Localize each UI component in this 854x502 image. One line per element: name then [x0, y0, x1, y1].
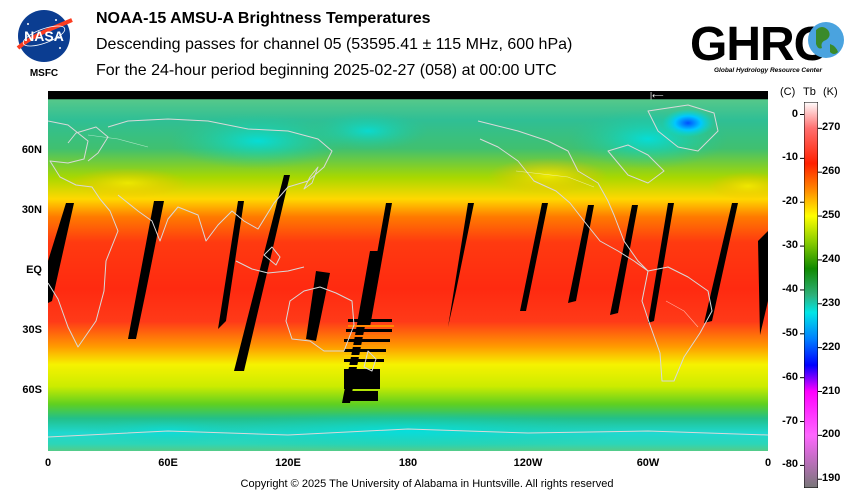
- chart-subtitle-channel: Descending passes for channel 05 (53595.…: [96, 36, 573, 53]
- kelvin-tick: 270: [822, 121, 841, 134]
- swath-gaps: [48, 175, 768, 371]
- colorbar-header-kelvin: (K): [823, 86, 838, 98]
- kelvin-tick: 230: [822, 296, 841, 309]
- kelvin-tick: 200: [822, 428, 841, 441]
- celsius-tick: -10: [782, 151, 798, 164]
- lat-label-60n: 60N: [21, 144, 42, 156]
- chart-subtitle-period: For the 24-hour period beginning 2025-02…: [96, 62, 557, 79]
- kelvin-tick: 220: [822, 340, 841, 353]
- lon-label-180: 180: [398, 457, 418, 469]
- celsius-tick: -70: [782, 414, 798, 427]
- lon-label-120e: 120E: [275, 457, 301, 469]
- nasa-logo: NASA MSFC: [14, 8, 74, 80]
- celsius-tick: -20: [782, 195, 798, 208]
- celsius-tick: -40: [782, 282, 798, 295]
- kelvin-tick: 190: [822, 472, 841, 485]
- celsius-tick: 0: [791, 107, 798, 120]
- msfc-label: MSFC: [30, 68, 58, 79]
- celsius-tick: -60: [782, 370, 798, 383]
- chart-title: NOAA-15 AMSU-A Brightness Temperatures: [96, 10, 431, 27]
- lon-label-360: 0: [764, 457, 772, 469]
- swath-gap-scanlines: [344, 319, 394, 401]
- kelvin-tick: 260: [822, 165, 841, 178]
- kelvin-tick: 240: [822, 252, 841, 265]
- lon-label-120w: 120W: [513, 457, 543, 469]
- colorbar-header-celsius: (C): [780, 86, 796, 98]
- kelvin-tick: 250: [822, 209, 841, 222]
- lat-label-60s: 60S: [22, 384, 42, 396]
- celsius-tick: -50: [782, 326, 798, 339]
- coastlines: [47, 104, 769, 438]
- lat-label-eq: EQ: [26, 264, 42, 276]
- copyright-notice: Copyright © 2025 The University of Alaba…: [240, 478, 614, 490]
- lon-label-0: 0: [44, 457, 52, 469]
- nasa-logo-text: NASA: [24, 28, 64, 44]
- ghrc-logo-text: GHRC: [690, 18, 828, 71]
- ghrc-logo: GHRC Global Hydrology Resource Center: [688, 10, 848, 80]
- svg-text:|⟵: |⟵: [650, 91, 664, 100]
- lat-label-30s: 30S: [22, 324, 42, 336]
- lat-label-30n: 30N: [21, 204, 42, 216]
- lon-label-60w: 60W: [636, 457, 660, 469]
- celsius-tick: -30: [782, 239, 798, 252]
- brightness-temperature-map: |⟵: [44, 91, 788, 451]
- colorbar-tick-marks: [800, 114, 822, 480]
- lon-label-60e: 60E: [158, 457, 178, 469]
- ghrc-logo-subtitle: Global Hydrology Resource Center: [714, 67, 822, 74]
- colorbar-header-tb: Tb: [803, 86, 816, 98]
- kelvin-tick: 210: [822, 384, 841, 397]
- celsius-tick: -80: [782, 458, 798, 471]
